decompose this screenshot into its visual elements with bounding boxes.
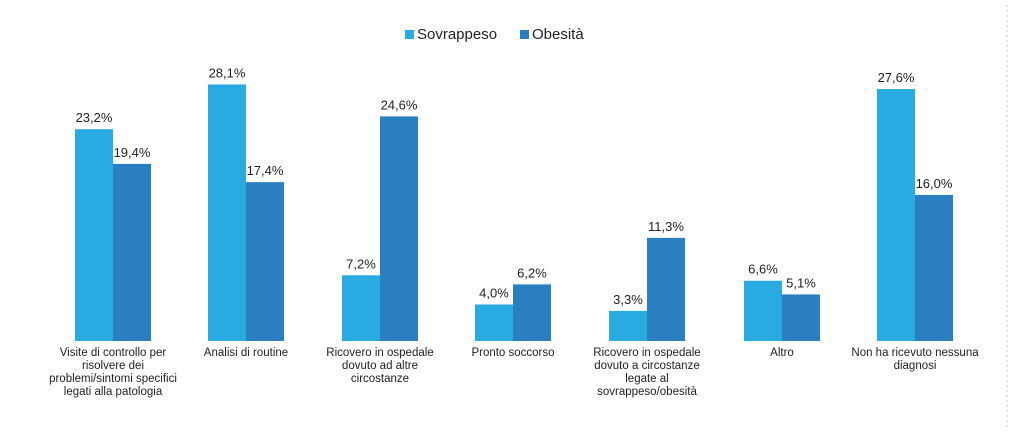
- bar-sovrappeso-0: [75, 129, 113, 341]
- category-label-3-line-0: Pronto soccorso: [471, 347, 554, 359]
- value-label-obesita-5: 5,1%: [786, 275, 816, 290]
- category-label-2-line-1: dovuto ad altre: [342, 360, 418, 372]
- category-label-2-line-2: circostanze: [351, 373, 409, 385]
- bar-sovrappeso-5: [744, 280, 782, 341]
- value-label-sovrappeso-0: 23,2%: [76, 110, 113, 125]
- bars-group: [75, 84, 953, 342]
- bar-obesita-5: [782, 294, 820, 341]
- bar-sovrappeso-2: [342, 275, 380, 341]
- bar-sovrappeso-4: [609, 310, 647, 341]
- category-label-2-line-0: Ricovero in ospedale: [326, 347, 433, 359]
- value-label-obesita-3: 6,2%: [517, 265, 547, 280]
- legend-swatch-sovrappeso: [405, 30, 414, 39]
- legend-label-sovrappeso: Sovrappeso: [417, 26, 497, 43]
- value-label-sovrappeso-1: 28,1%: [209, 65, 246, 80]
- bar-obesita-2: [380, 116, 418, 341]
- category-label-0-line-3: legati alla patologia: [64, 386, 163, 398]
- category-label-0-line-1: risolvere dei: [82, 360, 144, 372]
- bar-obesita-6: [915, 194, 953, 341]
- bar-obesita-4: [647, 237, 685, 341]
- value-label-obesita-2: 24,6%: [381, 97, 418, 112]
- category-label-6-line-0: Non ha ricevuto nessuna: [851, 347, 979, 359]
- bar-obesita-3: [513, 284, 551, 341]
- category-label-4-line-1: dovuto a circostanze: [594, 360, 699, 372]
- legend: Sovrappeso Obesità: [405, 26, 584, 43]
- legend-swatch-obesita: [520, 30, 529, 39]
- value-label-sovrappeso-5: 6,6%: [748, 262, 778, 277]
- category-label-5-line-0: Altro: [770, 347, 794, 359]
- value-label-obesita-4: 11,3%: [648, 219, 684, 234]
- category-label-4-line-0: Ricovero in ospedale: [593, 347, 700, 359]
- value-labels-group: 23,2% 19,4% 28,1% 17,4% 7,2% 24,6% 4,0% 6,2% 3,3…: [76, 65, 953, 306]
- bar-sovrappeso-6: [877, 89, 915, 342]
- value-label-sovrappeso-3: 4,0%: [479, 285, 509, 300]
- category-label-4-line-2: legate al: [625, 373, 668, 385]
- bar-obesita-1: [246, 182, 284, 341]
- value-label-obesita-1: 17,4%: [247, 163, 284, 178]
- value-label-sovrappeso-6: 27,6%: [878, 70, 915, 85]
- bar-sovrappeso-1: [208, 84, 246, 342]
- category-label-0-line-0: Visite di controllo per: [60, 347, 167, 359]
- bar-sovrappeso-3: [475, 304, 513, 341]
- category-label-1-line-0: Analisi di routine: [204, 347, 288, 359]
- bar-obesita-0: [113, 163, 151, 341]
- value-label-sovrappeso-2: 7,2%: [346, 256, 376, 271]
- category-label-4-line-3: sovrappeso/obesità: [597, 386, 697, 398]
- category-label-6-line-1: diagnosi: [894, 360, 937, 372]
- value-label-obesita-6: 16,0%: [916, 176, 953, 191]
- value-label-obesita-0: 19,4%: [114, 145, 151, 160]
- legend-label-obesita: Obesità: [532, 26, 584, 43]
- value-label-sovrappeso-4: 3,3%: [613, 292, 643, 307]
- category-label-0-line-2: problemi/sintomi specifici: [49, 373, 177, 385]
